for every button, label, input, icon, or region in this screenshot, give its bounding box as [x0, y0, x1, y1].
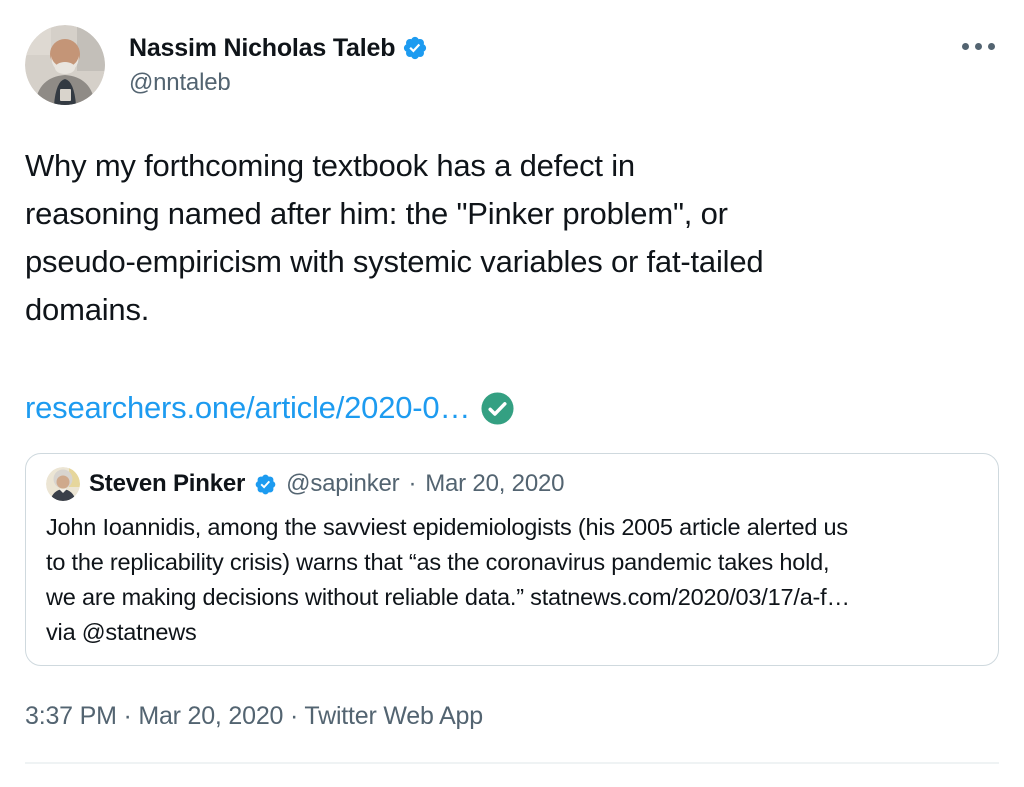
- author-handle[interactable]: @nntaleb: [129, 68, 231, 96]
- more-button[interactable]: [958, 39, 999, 54]
- tweet-link-row: researchers.one/article/2020-0…: [25, 390, 999, 426]
- divider: [25, 762, 999, 764]
- tweet-timestamp: 3:37 PM · Mar 20, 2020 · Twitter Web App: [25, 702, 483, 730]
- more-dot: [988, 43, 995, 50]
- author-name[interactable]: Nassim Nicholas Taleb: [129, 33, 396, 62]
- quoted-verified-badge-icon: [254, 473, 277, 496]
- quoted-date: Mar 20, 2020: [425, 470, 565, 497]
- author-avatar[interactable]: [25, 25, 105, 105]
- tweet-text: Why my forthcoming textbook has a defect…: [25, 148, 764, 327]
- author-avatar-image: [25, 25, 105, 105]
- more-dot: [962, 43, 969, 50]
- quoted-author-handle: @sapinker: [286, 470, 400, 497]
- quoted-tweet-header: Steven Pinker @sapinker · Mar 20, 2020: [46, 467, 978, 501]
- more-dot: [975, 43, 982, 50]
- green-check-icon: [480, 391, 515, 426]
- author-name-row: Nassim Nicholas Taleb: [129, 34, 428, 63]
- author-block: Nassim Nicholas Taleb @nntaleb: [129, 25, 428, 105]
- tweet-header: Nassim Nicholas Taleb @nntaleb: [25, 25, 999, 105]
- quoted-author-avatar-image: [46, 467, 80, 501]
- quoted-tweet-text: John Ioannidis, among the savviest epide…: [46, 514, 850, 645]
- quoted-author-avatar: [46, 467, 80, 501]
- quoted-author-name: Steven Pinker: [89, 470, 246, 497]
- tweet-container: Nassim Nicholas Taleb @nntaleb Why my fo…: [25, 25, 999, 764]
- quoted-separator: ·: [408, 470, 417, 497]
- quoted-tweet-card[interactable]: Steven Pinker @sapinker · Mar 20, 2020 J…: [25, 453, 999, 666]
- verified-badge-icon: [402, 35, 428, 61]
- tweet-link[interactable]: researchers.one/article/2020-0…: [25, 390, 471, 425]
